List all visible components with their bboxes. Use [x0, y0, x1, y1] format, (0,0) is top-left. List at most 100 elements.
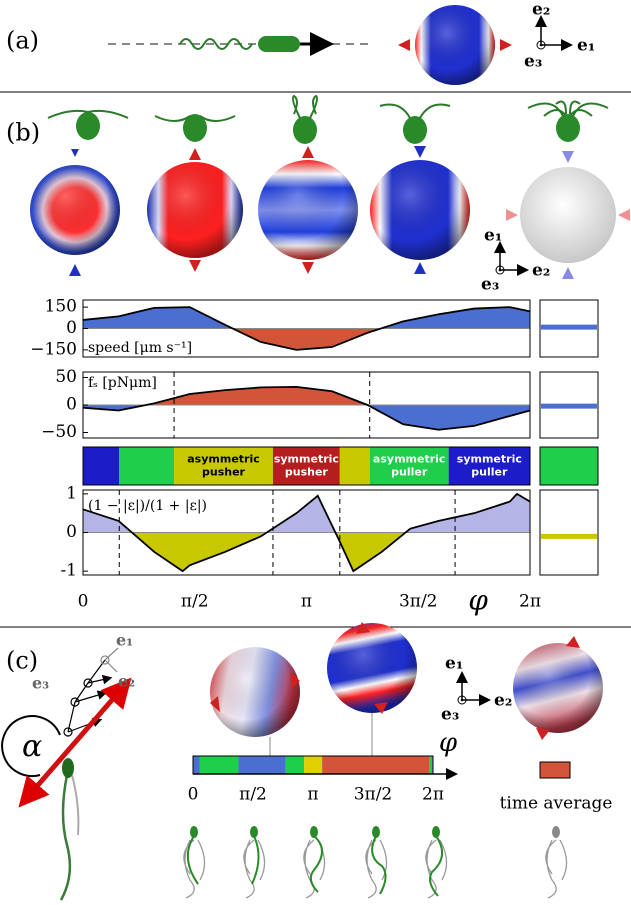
axis-dot: [540, 44, 543, 47]
cell: [293, 116, 317, 144]
frame-arrow: [75, 693, 105, 702]
panel-b: (b) e₁ e₂ e₃: [6, 96, 630, 295]
basis-label: e₃: [441, 705, 459, 725]
sphere: [520, 167, 616, 263]
triangle: [536, 728, 550, 740]
sphere-shade: [415, 5, 495, 85]
cells: [48, 96, 608, 144]
triangle: [414, 146, 426, 158]
x-tick-label: 3π/2: [354, 785, 393, 805]
cell-sketch: [372, 836, 385, 894]
regime: [340, 447, 370, 485]
cell-body: [432, 826, 440, 838]
cell-body: [310, 826, 318, 838]
cell-body: [372, 826, 380, 838]
frame-label: e₂: [118, 672, 135, 691]
annotation: (1 − |ε|)/(1 + |ε|): [88, 498, 207, 514]
y-tick-label: −50: [41, 422, 77, 442]
cell-sketch: [252, 836, 259, 884]
sphere-shade: [258, 160, 358, 260]
y-tick-label: -1: [60, 561, 77, 581]
frame-label: e₁: [116, 631, 133, 650]
cell-body: [190, 826, 198, 838]
basis-label: e₁: [484, 226, 502, 246]
x-tick-label: 3π/2: [399, 592, 438, 612]
y-tick-label: −150: [30, 339, 77, 359]
frame-arrow: [105, 648, 118, 660]
y-tick-label: 50: [55, 367, 77, 387]
time-average-frame: [540, 490, 598, 575]
regime: [83, 447, 119, 485]
cell-body: [552, 826, 560, 838]
sphere-shade: [30, 165, 120, 255]
basis-label: e₃: [524, 52, 542, 72]
cell-body: [250, 826, 258, 838]
triangle: [506, 209, 518, 221]
x-tick-label: 0: [78, 592, 89, 612]
basis: e₁ e₂ e₃: [441, 654, 512, 725]
axis-dot: [461, 699, 464, 702]
regime-label: asymmetric: [187, 453, 260, 466]
x-tick-label: π/2: [181, 592, 209, 612]
triangle: [71, 149, 79, 157]
cell: [403, 116, 427, 144]
flagellum: [61, 775, 70, 900]
triangle: [618, 209, 630, 221]
x-tick-label: π: [301, 592, 312, 612]
triangle: [414, 262, 426, 274]
segment: [304, 756, 322, 774]
segment: [200, 756, 239, 774]
basis-label: e₃: [481, 275, 499, 295]
sphere-shade: [210, 647, 300, 737]
regime: [119, 447, 174, 485]
flagellum: [72, 775, 78, 835]
basis-label: e₂: [494, 691, 512, 711]
x-axis-label: φ: [439, 728, 458, 758]
panel-label: (c): [6, 647, 38, 675]
y-tick-label: 150: [45, 297, 77, 317]
regime-label: asymmetric: [373, 453, 446, 466]
sphere-shade: [513, 643, 603, 733]
flagella: [293, 96, 317, 118]
triangle: [398, 39, 410, 51]
triangle: [69, 264, 81, 276]
axis-dot: [499, 269, 502, 272]
cell: [556, 114, 580, 142]
angle-label: α: [22, 729, 42, 764]
frame-label: e₃: [32, 674, 49, 693]
cell-sketch: [188, 836, 198, 884]
triangle: [562, 267, 574, 279]
regime-time-average: [540, 447, 598, 485]
cell-sketch: [184, 840, 205, 898]
segment: [193, 756, 200, 774]
y-tick-label: 0: [66, 395, 77, 415]
basis-label: e₁: [445, 654, 463, 674]
cell-body: [62, 758, 74, 778]
frame-arrow: [105, 660, 117, 672]
annotation: speed [μm s⁻¹]: [88, 340, 192, 356]
flagella: [380, 105, 450, 119]
sphere-shade: [327, 623, 417, 713]
x-tick-label: 2π: [422, 785, 444, 805]
cell-sketch: [244, 840, 265, 898]
regime-label: puller: [471, 466, 508, 479]
annotation: fₛ [pNμm]: [88, 375, 157, 391]
basis-label: e₁: [577, 36, 595, 56]
triangle: [566, 636, 580, 648]
regime-label: symmetric: [274, 453, 339, 466]
basis-label: e₂: [532, 261, 550, 281]
regime-label: pusher: [202, 466, 246, 479]
x-tick-label: π: [307, 785, 318, 805]
flagella: [528, 102, 608, 116]
regime-label: symmetric: [457, 453, 522, 466]
cell-body: [258, 36, 300, 52]
panel-a: (a) e₂ e₁ e₃: [6, 0, 595, 85]
triangle: [500, 39, 512, 51]
basis-label: e₂: [532, 0, 550, 20]
bottom-cells: [184, 826, 567, 898]
cell-sketch: [311, 836, 322, 892]
panel-label: (b): [6, 119, 40, 147]
triangle: [302, 146, 314, 158]
regime-label: pusher: [285, 466, 329, 479]
y-tick-label: 0: [66, 522, 77, 542]
